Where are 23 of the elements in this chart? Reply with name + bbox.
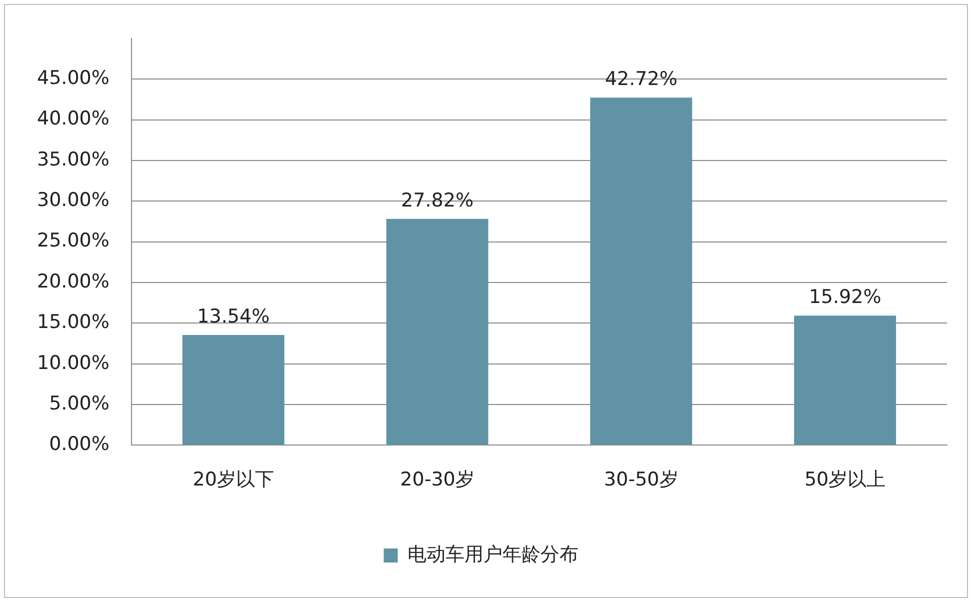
- x-tick-label: 30-50岁: [604, 468, 678, 491]
- data-label: 27.82%: [401, 189, 474, 212]
- y-tick-label: 45.00%: [36, 67, 110, 90]
- y-tick-label: 15.00%: [36, 311, 110, 334]
- x-tick-label: 20-30岁: [400, 468, 474, 491]
- data-label: 42.72%: [604, 68, 678, 90]
- y-tick-label: 40.00%: [36, 108, 110, 130]
- data-label: 13.54%: [197, 305, 270, 328]
- x-tick-label: 50岁以上: [804, 468, 886, 491]
- bar: [590, 98, 692, 445]
- bar: [794, 316, 896, 445]
- y-tick-label: 0.00%: [49, 433, 110, 456]
- bar: [386, 218, 488, 445]
- y-tick-label: 30.00%: [36, 189, 110, 212]
- legend-label: 电动车用户年龄分布: [407, 543, 578, 566]
- data-label: 15.92%: [808, 286, 882, 308]
- y-tick-label: 25.00%: [36, 230, 110, 252]
- y-tick-label: 5.00%: [49, 392, 110, 414]
- y-tick-label: 10.00%: [36, 352, 110, 374]
- bar: [182, 335, 284, 445]
- y-tick-label: 35.00%: [36, 148, 110, 170]
- x-tick-label: 20岁以下: [192, 468, 274, 491]
- y-tick-label: 20.00%: [36, 270, 110, 292]
